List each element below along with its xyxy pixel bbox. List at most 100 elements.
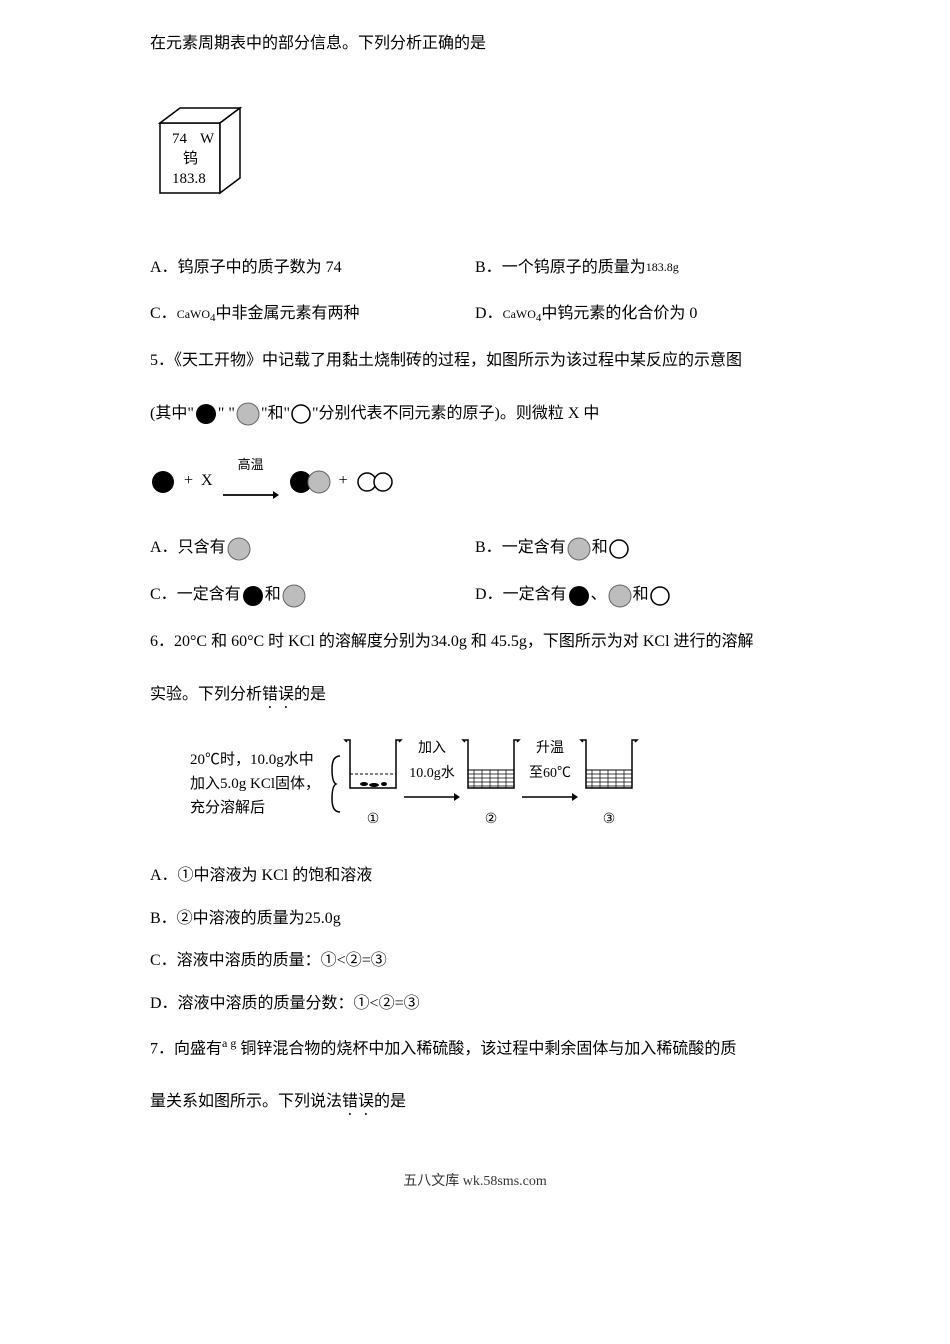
x-label: X [201,467,213,496]
q7-mid: 铜锌混合物的烧杯中加入稀硫酸，该过程中剩余固体与加入稀硫酸的质 [236,1040,736,1057]
option-text: 一个钨原子的质量为 [502,254,646,283]
q4-intro-line: 在元素周期表中的部分信息。下列分析正确的是 [150,30,800,59]
q5-option-c: C． 一定含有 和 [150,581,475,610]
option-label: C． [150,581,177,610]
q5-line1: 5．《天工开物》中记载了用黏土烧制砖的过程，如图所示为该过程中某反应的示意图 [150,347,800,376]
box-side [220,108,240,193]
joiner2: 和 [633,581,649,610]
black-atom-icon [567,584,591,608]
option-text: 中钨元素的化合价为 0 [541,300,697,329]
formula-sub: 4 [210,309,216,329]
beaker-2: ② [460,736,522,832]
q6-line2-pre: 实验。下列分析 [150,686,262,703]
q7-pre: 向盛有 [174,1040,222,1057]
q6-left-line: 充分溶解后 [190,796,320,820]
q5-text: 《天工开物》中记载了用黏土烧制砖的过程，如图所示为该过程中某反应的示意图 [174,352,742,369]
option-label: D． [475,581,503,610]
q6-pre: 20°C 和 60°C 时 KCl 的溶解度分别为 [174,633,431,650]
brace-icon [330,754,342,814]
q5-option-a: A． 只含有 [150,534,475,563]
white-atom-icon [290,403,312,425]
q4-option-b: B． 一个钨原子的质量为 183.8g [475,254,800,283]
joiner1: 、 [591,581,607,610]
beaker-label: ① [342,807,404,832]
option-formula: CaWO4 [177,304,216,326]
white-atom-icon [608,538,630,560]
arrow-icon [223,490,279,500]
plus-sign: + [184,467,193,496]
q7-ag: a g [222,1036,236,1050]
inline-mid2: "和" [261,400,290,429]
q7-line1: 7．向盛有a g 铜锌混合物的烧杯中加入稀硫酸，该过程中剩余固体与加入稀硫酸的质 [150,1033,800,1064]
q5-option-d: D． 一定含有 、 和 [475,581,800,610]
element-name: 钨 [183,150,198,167]
element-number: 74 [172,131,188,147]
product1-icon [289,469,331,495]
option-text: 中非金属元素有两种 [216,300,360,329]
q4-options-row2: C． CaWO4 中非金属元素有两种 D． CaWO4 中钨元素的化合价为 0 [150,300,800,329]
step2: 升温 至60℃ [522,736,578,812]
inline-mid1: " " [218,400,235,429]
q4-option-c: C． CaWO4 中非金属元素有两种 [150,300,475,329]
element-mass: 183.8 [172,171,206,187]
arrow-icon [404,792,460,802]
beaker-group: ① 加入 10.0g水 [342,736,640,832]
inline-pre: (其中" [150,400,194,429]
q5-equation: + X 高温 + [150,453,800,511]
joiner: 和 [265,581,281,610]
q4-option-d: D． CaWO4 中钨元素的化合价为 0 [475,300,800,329]
gray-atom-icon [235,401,261,427]
element-symbol: W [200,131,215,147]
q4-options-row1: A． 钨原子中的质子数为 74 B． 一个钨原子的质量为 183.8g [150,254,800,283]
formula-text: CaWO [503,304,536,326]
option-text: 只含有 [178,534,226,563]
q7-line2-post: 的是 [374,1093,406,1110]
q6-mid: 和 [467,633,491,650]
q6-val2: 45.5g [491,633,527,650]
q4-option-a: A． 钨原子中的质子数为 74 [150,254,475,283]
beaker-icon [342,736,404,792]
beaker-icon [460,736,522,792]
option-label: C． [150,300,177,329]
product2-icon [356,471,394,493]
q6-line1: 6．20°C 和 60°C 时 KCl 的溶解度分别为34.0g 和 45.5g… [150,628,800,657]
black-atom-icon [150,469,176,495]
q5-number: 5． [150,352,174,369]
q6-option-b: B．②中溶液的质量为25.0g [150,905,800,934]
step-bottom: 10.0g水 [404,761,460,786]
q7-line2-pre: 量关系如图所示。下列说法 [150,1093,342,1110]
q5-options-row1: A． 只含有 B． 一定含有 和 [150,534,800,563]
q6-line2-post: 的是 [294,686,326,703]
q7-emphasis: 错误 [342,1093,374,1110]
option-text: 钨原子中的质子数为 74 [178,254,342,283]
option-pre: B．②中溶液的质量为 [150,910,305,927]
reaction-arrow: 高温 [221,453,281,511]
inline-post: "分别代表不同元素的原子)。则微粒 X 中 [312,400,599,429]
option-text: 一定含有 [503,581,567,610]
q7-line2: 量关系如图所示。下列说法错误的是 [150,1088,800,1119]
q6-left-line: 20℃时，10.0g水中 [190,748,320,772]
q6-option-a: A．①中溶液为 KCl 的饱和溶液 [150,862,800,891]
option-text: 一定含有 [502,534,566,563]
q6-left-text: 20℃时，10.0g水中 加入5.0g KCl固体， 充分溶解后 [190,748,320,820]
arrow-icon [522,792,578,802]
gray-atom-icon [607,583,633,609]
option-label: B． [475,254,502,283]
q6-left-line: 加入5.0g KCl固体， [190,772,320,796]
q6-val1: 34.0g [431,633,467,650]
element-box: 74 W 钨 183.8 [150,103,260,224]
step-top: 升温 [522,736,578,761]
q6-option-d: D．溶液中溶质的质量分数：①<②=③ [150,990,800,1019]
white-atom-icon [649,585,671,607]
q6-options: A．①中溶液为 KCl 的饱和溶液 B．②中溶液的质量为25.0g C．溶液中溶… [150,862,800,1019]
q5-inline-atoms: (其中" " " "和" "分别代表不同元素的原子)。则微粒 X 中 [150,400,800,429]
q6-line2: 实验。下列分析错误的是 [150,681,800,712]
black-atom-icon [194,402,218,426]
option-text: 一定含有 [177,581,241,610]
beaker-icon [578,736,640,792]
step-bottom: 至60℃ [522,761,578,786]
q5-options-row2: C． 一定含有 和 D． 一定含有 、 和 [150,581,800,610]
q6-post: ，下图所示为对 KCl 进行的溶解 [527,633,754,650]
q6-diagram: 20℃时，10.0g水中 加入5.0g KCl固体， 充分溶解后 ① 加入 10… [190,736,800,832]
option-label: A． [150,254,178,283]
